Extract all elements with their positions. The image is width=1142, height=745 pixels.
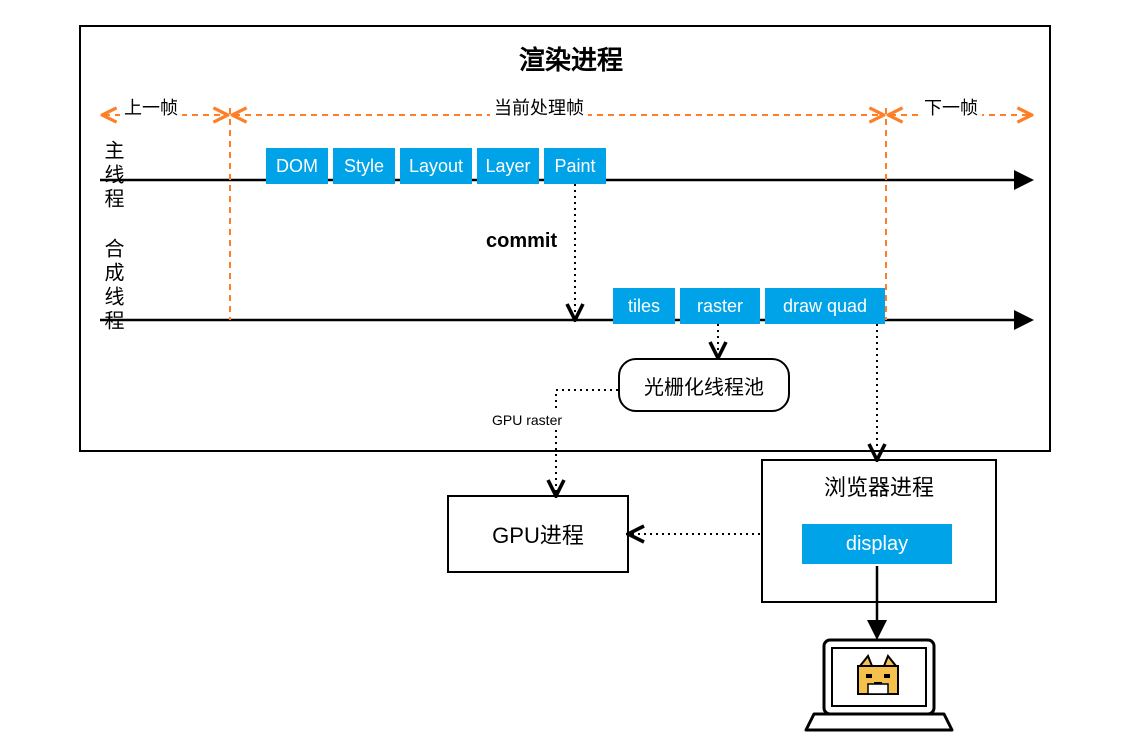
stage-layer: Layer: [477, 148, 539, 184]
current-frame-label: 当前处理帧: [490, 94, 588, 120]
compositor-thread-label: 合成线程: [98, 238, 127, 334]
stage-layout: Layout: [400, 148, 472, 184]
stage-drawquad: draw quad: [765, 288, 885, 324]
raster-pool-label: 光栅化线程池: [644, 371, 764, 400]
next-frame-label: 下一帧: [920, 94, 982, 120]
gpu-raster-label: GPU raster: [490, 412, 564, 428]
stage-paint: Paint: [544, 148, 606, 184]
commit-label: commit: [486, 230, 557, 253]
prev-frame-label: 上一帧: [120, 94, 182, 120]
main-thread-label: 主线程: [98, 140, 127, 212]
stage-style: Style: [333, 148, 395, 184]
display-box: display: [802, 524, 952, 564]
gpu-raster-path: [556, 390, 618, 494]
stage-raster: raster: [680, 288, 760, 324]
browser-process-title: 浏览器进程: [762, 470, 996, 502]
laptop-icon: [806, 640, 952, 730]
display-label: display: [846, 533, 908, 556]
render-process-frame: [80, 26, 1050, 451]
gpu-process-label: GPU进程: [448, 496, 628, 572]
raster-pool-box: 光栅化线程池: [618, 358, 790, 412]
stage-dom: DOM: [266, 148, 328, 184]
render-process-title: 渲染进程: [0, 40, 1142, 77]
stage-tiles: tiles: [613, 288, 675, 324]
